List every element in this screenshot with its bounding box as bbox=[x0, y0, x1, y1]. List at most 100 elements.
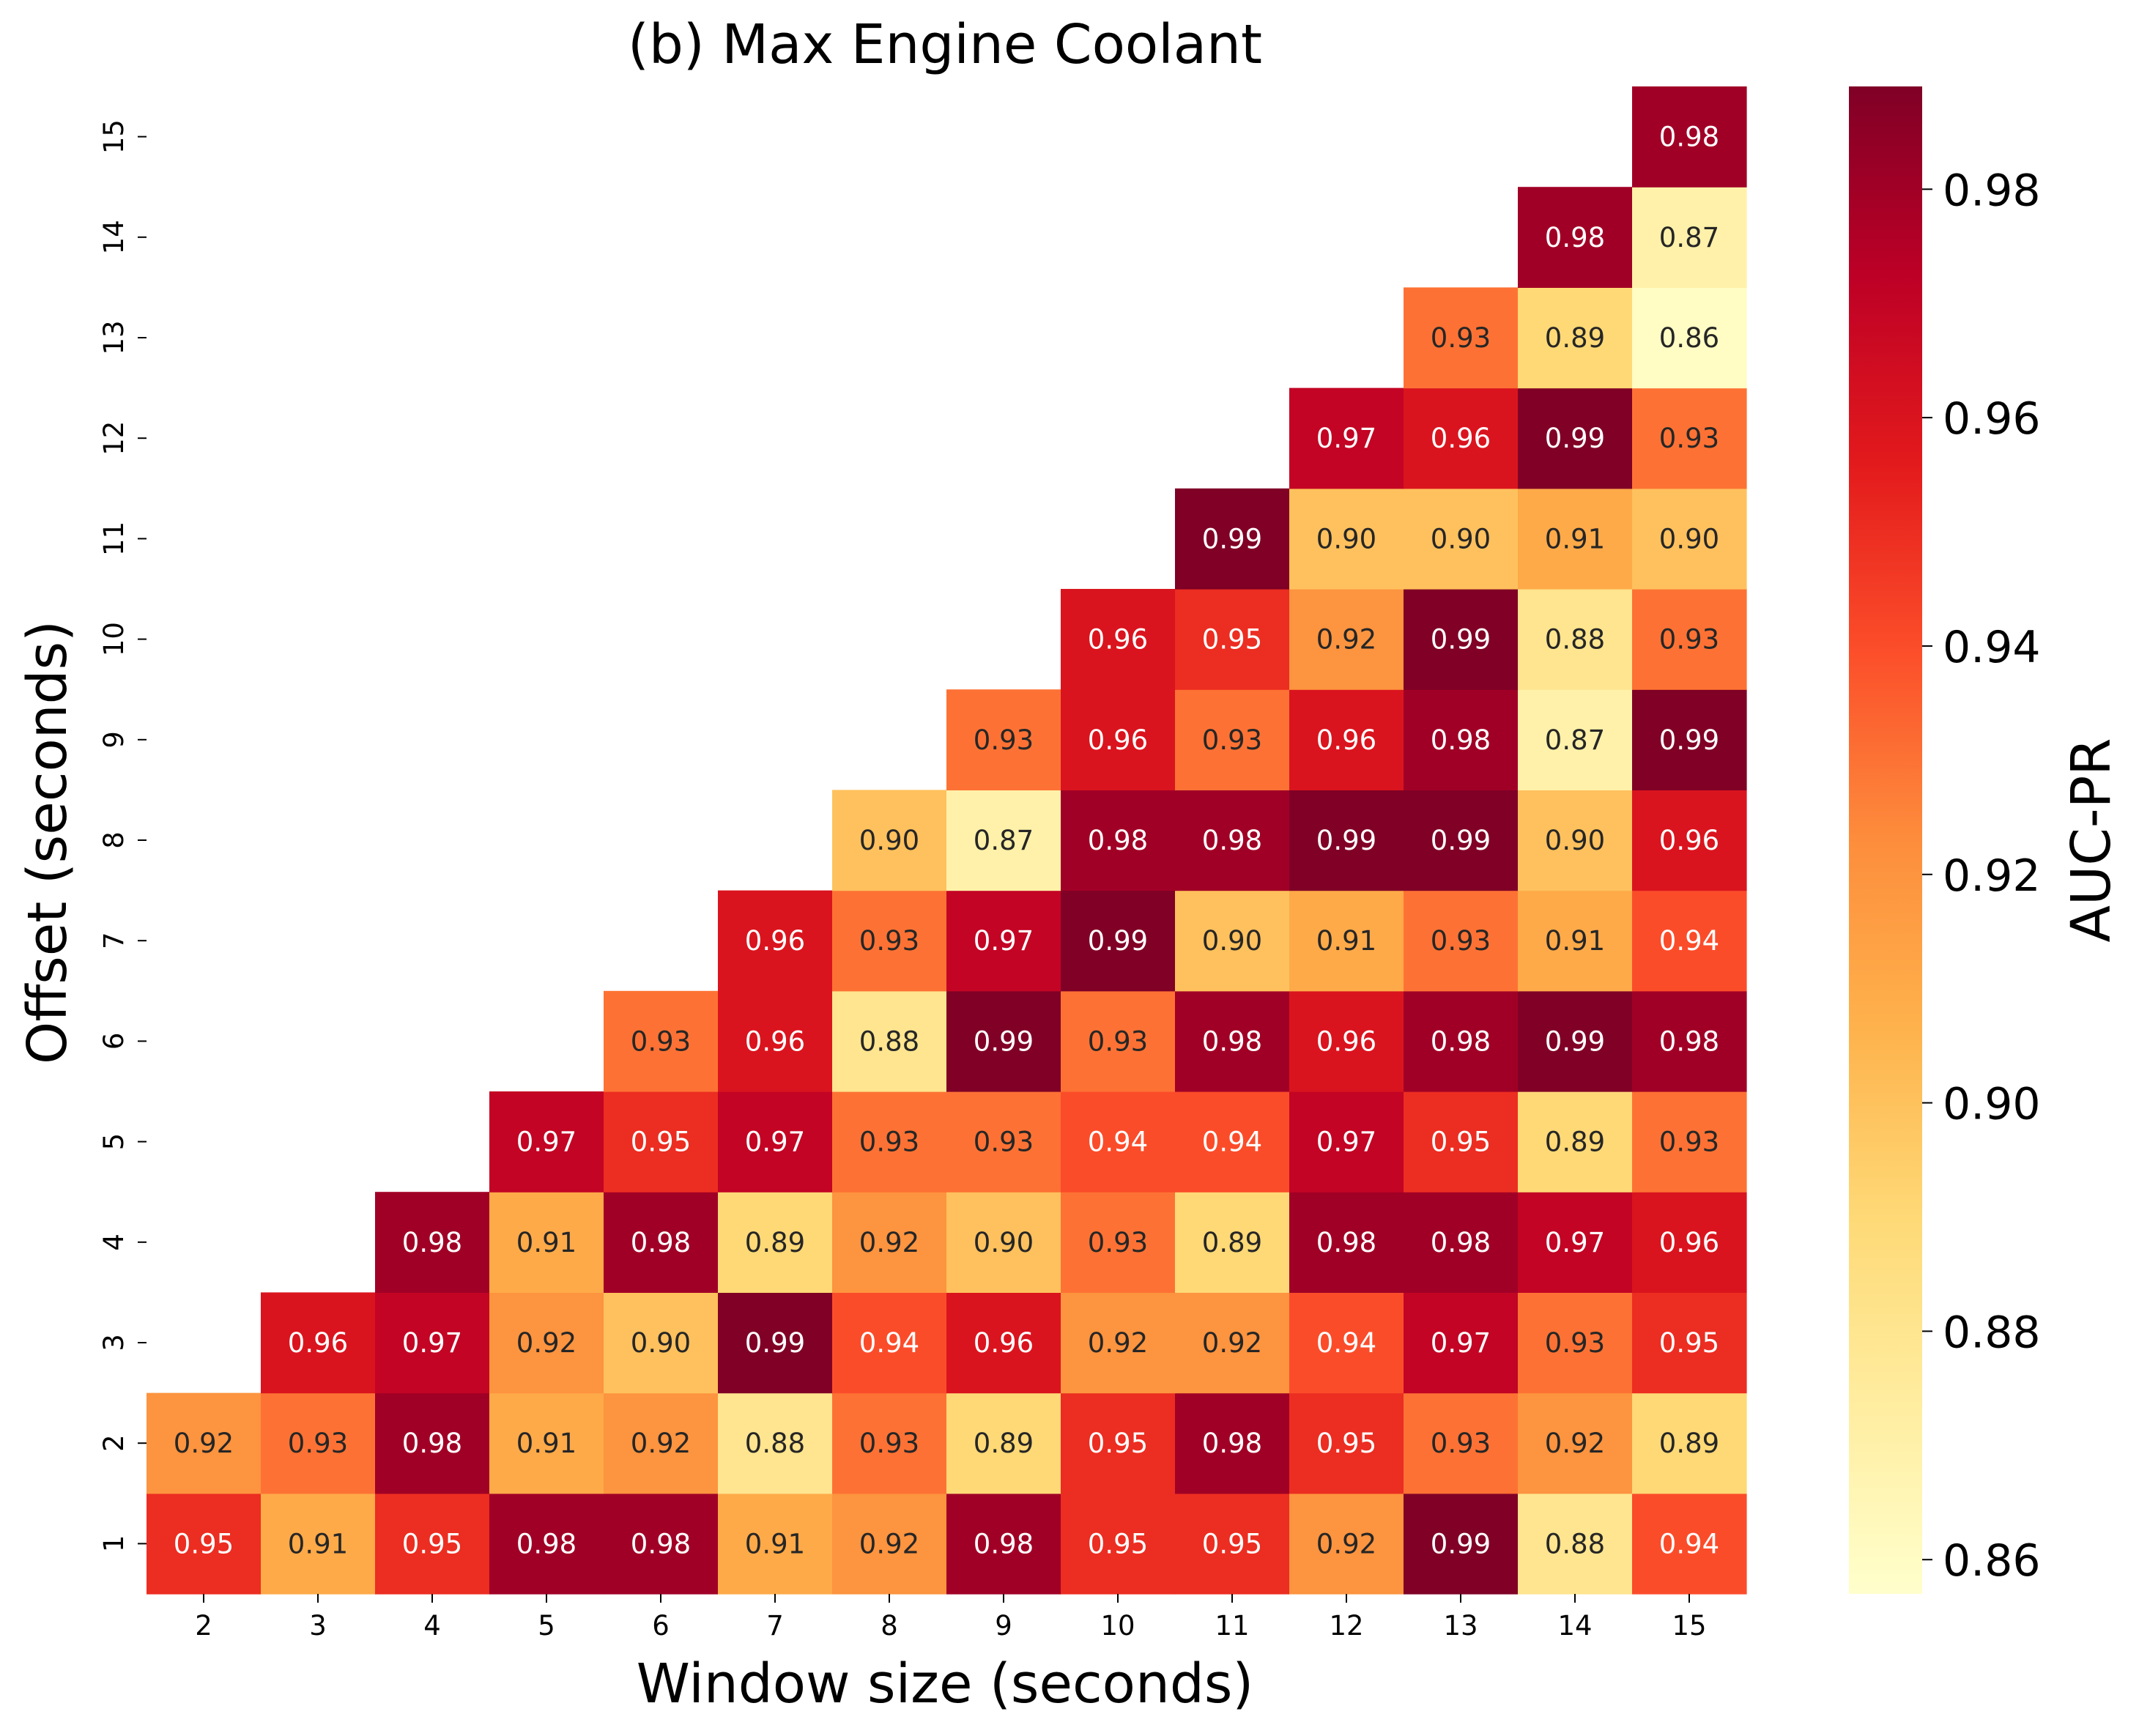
cell-value-label: 0.90 bbox=[1202, 925, 1262, 957]
heatmap-cell bbox=[1175, 1392, 1290, 1494]
x-tick-label: 6 bbox=[652, 1610, 670, 1642]
cell-value-label: 0.97 bbox=[1431, 1327, 1491, 1359]
cell-value-label: 0.87 bbox=[1659, 222, 1719, 253]
cell-value-label: 0.99 bbox=[1431, 1528, 1491, 1559]
heatmap-cell bbox=[1175, 689, 1290, 790]
cell-value-label: 0.99 bbox=[1088, 925, 1148, 957]
heatmap-cell bbox=[1061, 589, 1176, 690]
cell-value-label: 0.90 bbox=[1316, 523, 1376, 554]
cell-value-label: 0.93 bbox=[1088, 1025, 1148, 1057]
cell-value-label: 0.91 bbox=[1316, 925, 1376, 957]
heatmap-cell bbox=[1289, 689, 1404, 790]
heatmap-cell bbox=[718, 1392, 833, 1494]
heatmap-cell bbox=[1632, 1392, 1747, 1494]
heatmap-cell bbox=[946, 1292, 1061, 1394]
x-tick-label: 8 bbox=[881, 1610, 898, 1642]
heatmap-cell bbox=[1289, 1192, 1404, 1293]
heatmap-cell bbox=[375, 1392, 490, 1494]
heatmap-cell bbox=[718, 1493, 833, 1595]
heatmap-cell bbox=[604, 1392, 719, 1494]
heatmap-cell bbox=[1175, 1292, 1290, 1394]
cell-value-label: 0.92 bbox=[859, 1227, 919, 1258]
heatmap-cell bbox=[1404, 890, 1519, 992]
cell-value-label: 0.93 bbox=[1431, 1428, 1491, 1459]
heatmap-cell bbox=[489, 1493, 604, 1595]
cell-value-label: 0.95 bbox=[1202, 1528, 1262, 1559]
heatmap-cell bbox=[1289, 1493, 1404, 1595]
heatmap-cell bbox=[1518, 488, 1633, 590]
heatmap-cell bbox=[1518, 790, 1633, 891]
y-tick-label: 1 bbox=[98, 1535, 130, 1553]
cell-value-label: 0.98 bbox=[631, 1528, 691, 1559]
heatmap-cell bbox=[1404, 1493, 1519, 1595]
heatmap-cell bbox=[1518, 1493, 1633, 1595]
cell-value-label: 0.99 bbox=[1431, 624, 1491, 656]
x-tick-label: 10 bbox=[1100, 1610, 1135, 1642]
cell-value-label: 0.93 bbox=[1659, 1127, 1719, 1158]
heatmap-cell bbox=[1289, 890, 1404, 992]
cell-value-label: 0.98 bbox=[1431, 1227, 1491, 1258]
cell-value-label: 0.89 bbox=[1659, 1428, 1719, 1459]
cell-value-label: 0.88 bbox=[745, 1428, 805, 1459]
heatmap-cell bbox=[1632, 589, 1747, 690]
heatmap-cell bbox=[946, 1091, 1061, 1192]
y-tick-label: 13 bbox=[98, 320, 130, 355]
heatmap-cell bbox=[1632, 187, 1747, 288]
heatmap-cell bbox=[1404, 1192, 1519, 1293]
heatmap-cell bbox=[375, 1292, 490, 1394]
heatmap-cell bbox=[1404, 1392, 1519, 1494]
cell-value-label: 0.93 bbox=[859, 1127, 919, 1158]
cell-value-label: 0.98 bbox=[1659, 122, 1719, 153]
cell-value-label: 0.92 bbox=[174, 1428, 234, 1459]
cell-value-label: 0.93 bbox=[974, 724, 1034, 756]
heatmap-cell bbox=[1061, 1392, 1176, 1494]
heatmap-cell bbox=[1404, 990, 1519, 1092]
heatmap-cell bbox=[1289, 488, 1404, 590]
heatmap-cell bbox=[1518, 287, 1633, 389]
cell-value-label: 0.98 bbox=[1202, 1025, 1262, 1057]
heatmap-cell bbox=[1175, 1493, 1290, 1595]
y-tick-label: 6 bbox=[98, 1033, 130, 1050]
heatmap-cell bbox=[375, 1192, 490, 1293]
heatmap-cell bbox=[1289, 589, 1404, 690]
cell-value-label: 0.88 bbox=[859, 1025, 919, 1057]
colorbar-tick-label: 0.94 bbox=[1943, 622, 2041, 673]
heatmap-cell bbox=[1289, 1292, 1404, 1394]
heatmap-cell bbox=[1632, 689, 1747, 790]
cell-value-label: 0.87 bbox=[1545, 724, 1605, 756]
colorbar-label: AUC-PR bbox=[2060, 738, 2123, 942]
heatmap-cell bbox=[1404, 689, 1519, 790]
cell-value-label: 0.97 bbox=[974, 925, 1034, 957]
cell-value-label: 0.99 bbox=[1545, 423, 1605, 454]
heatmap-cell bbox=[946, 1192, 1061, 1293]
cell-value-label: 0.93 bbox=[1202, 724, 1262, 756]
heatmap-cell bbox=[1518, 387, 1633, 489]
cell-value-label: 0.90 bbox=[859, 825, 919, 856]
cell-value-label: 0.90 bbox=[1659, 523, 1719, 554]
heatmap-cell bbox=[832, 1192, 947, 1293]
cell-value-label: 0.98 bbox=[1088, 825, 1148, 856]
heatmap-cell bbox=[1518, 589, 1633, 690]
heatmap-cell bbox=[1632, 1091, 1747, 1192]
cell-value-label: 0.94 bbox=[1202, 1127, 1262, 1158]
cell-value-label: 0.98 bbox=[974, 1528, 1034, 1559]
heatmap-cell bbox=[147, 1493, 262, 1595]
heatmap-cell bbox=[147, 1392, 262, 1494]
heatmap-cell bbox=[832, 1493, 947, 1595]
cell-value-label: 0.98 bbox=[1545, 222, 1605, 253]
heatmap-cell bbox=[1404, 589, 1519, 690]
heatmap-cell bbox=[261, 1392, 376, 1494]
cell-value-label: 0.98 bbox=[1202, 1428, 1262, 1459]
cell-value-label: 0.92 bbox=[1202, 1327, 1262, 1359]
heatmap-cell bbox=[489, 1192, 604, 1293]
y-tick-label: 3 bbox=[98, 1334, 130, 1351]
cell-value-label: 0.87 bbox=[974, 825, 1034, 856]
x-tick-label: 5 bbox=[538, 1610, 555, 1642]
heatmap-cell bbox=[718, 1091, 833, 1192]
cell-value-label: 0.96 bbox=[745, 1025, 805, 1057]
heatmap-cell bbox=[1061, 990, 1176, 1092]
cell-value-label: 0.98 bbox=[1431, 1025, 1491, 1057]
cell-value-label: 0.94 bbox=[859, 1327, 919, 1359]
